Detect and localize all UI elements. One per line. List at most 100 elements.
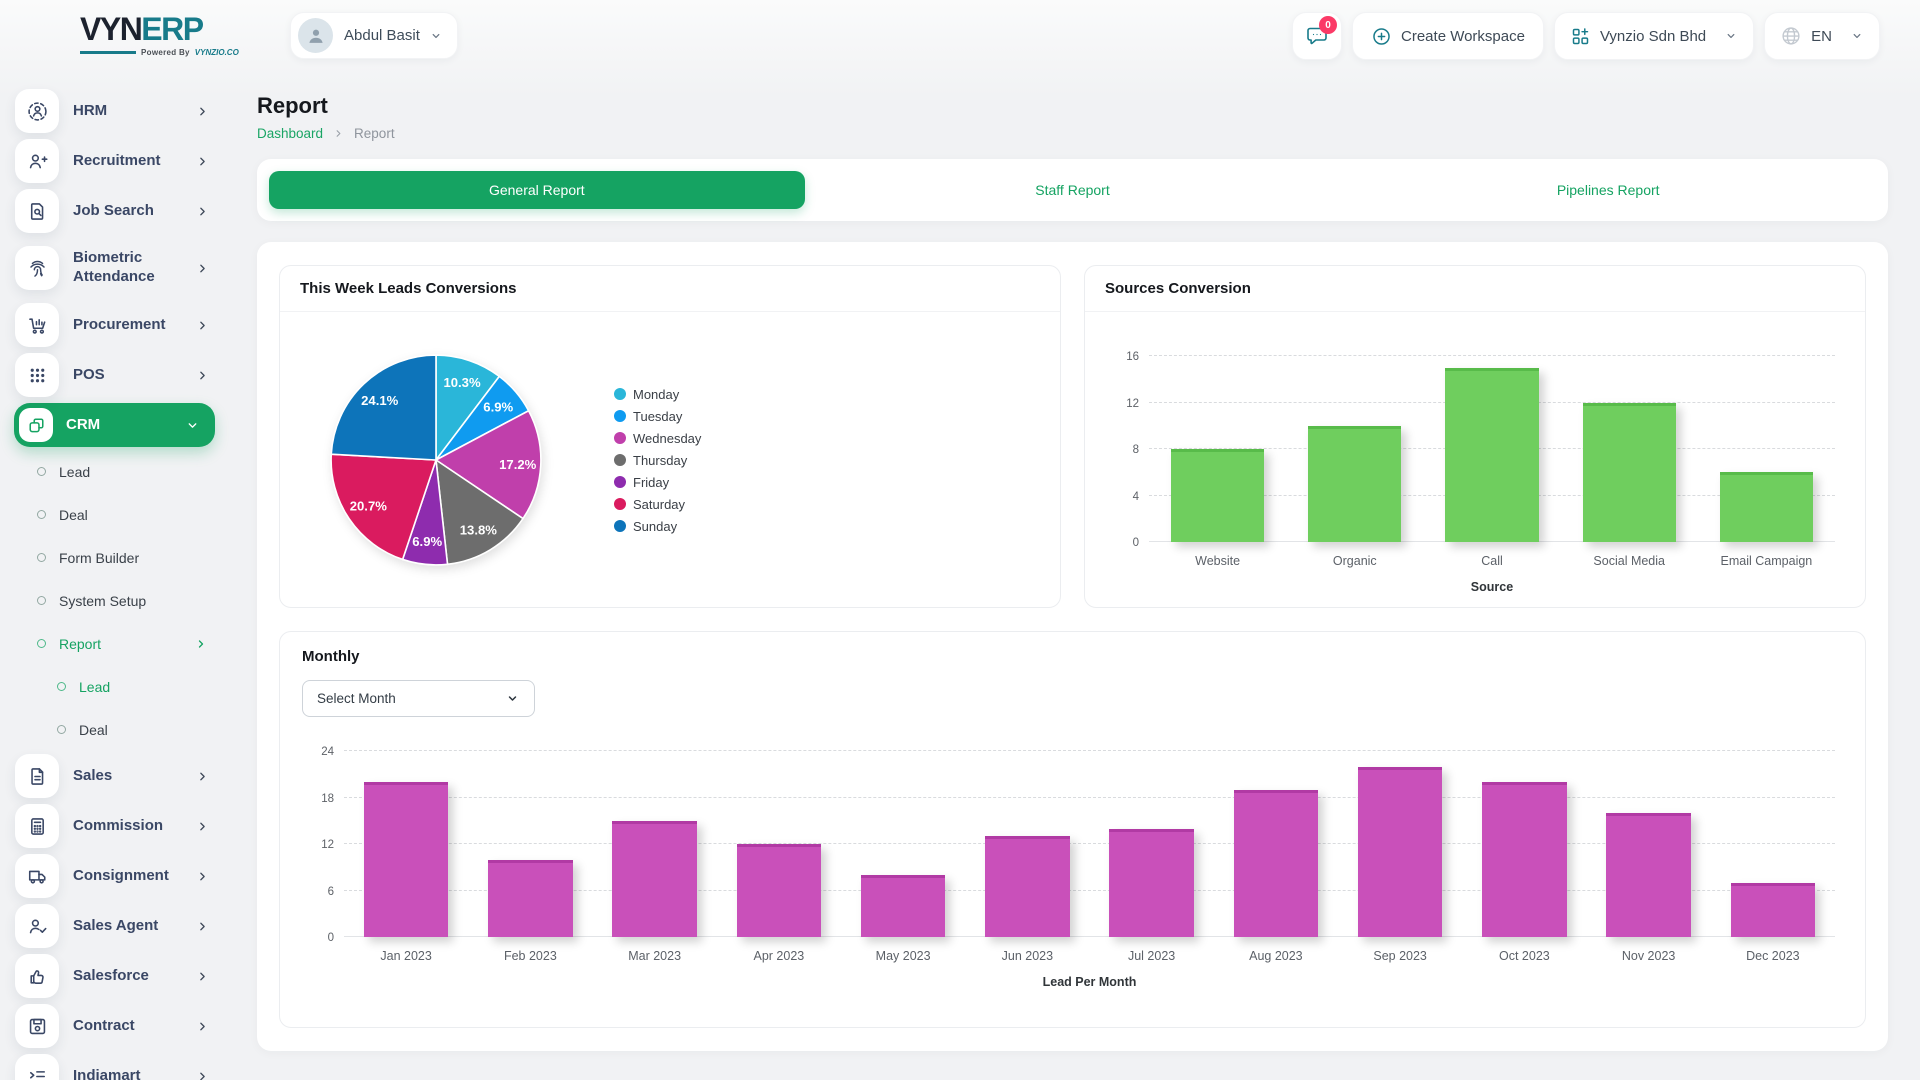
sidebar-item-biometric-attendance[interactable]: Biometric Attendance bbox=[0, 236, 233, 300]
sidebar-item-pos[interactable]: POS bbox=[0, 350, 233, 400]
crm-icon bbox=[19, 408, 53, 442]
sidebar-subitem-report[interactable]: Report bbox=[0, 622, 233, 665]
gridline bbox=[1149, 355, 1835, 356]
company-selector[interactable]: Vynzio Sdn Bhd bbox=[1553, 12, 1755, 60]
sidebar-subitem-report-deal[interactable]: Deal bbox=[0, 708, 233, 751]
sidebar-item-commission[interactable]: Commission bbox=[0, 801, 233, 851]
card-title: Monthly bbox=[302, 648, 360, 665]
calculator-icon bbox=[15, 804, 59, 848]
sidebar-item-hrm[interactable]: HRM bbox=[0, 86, 233, 136]
breadcrumb-dashboard-link[interactable]: Dashboard bbox=[257, 126, 324, 141]
card-title: Sources Conversion bbox=[1105, 280, 1251, 297]
indent-list-icon bbox=[15, 1054, 59, 1080]
x-tick-label: Sep 2023 bbox=[1373, 949, 1427, 963]
header-actions: 0 Create Workspace Vynzio Sdn Bhd EN bbox=[1292, 12, 1880, 60]
sidebar-subitem-system-setup[interactable]: System Setup bbox=[0, 579, 233, 622]
chevron-down-icon bbox=[432, 33, 440, 38]
sidebar-item-contract[interactable]: Contract bbox=[0, 1001, 233, 1051]
bar-Website bbox=[1170, 449, 1265, 542]
pie-value-label: 13.8% bbox=[460, 523, 498, 538]
chat-button[interactable]: 0 bbox=[1292, 12, 1343, 60]
y-tick-label: 24 bbox=[321, 746, 334, 758]
x-tick-label: Social Media bbox=[1593, 554, 1665, 568]
pie-slice-Thursday bbox=[435, 458, 525, 566]
y-tick-label: 0 bbox=[1132, 537, 1139, 549]
cart-icon bbox=[15, 303, 59, 347]
legend-dot-icon bbox=[614, 432, 626, 444]
x-tick-label: Call bbox=[1481, 554, 1503, 568]
x-tick-label: Jun 2023 bbox=[1001, 949, 1054, 963]
breadcrumb: Dashboard Report bbox=[257, 126, 1888, 141]
sidebar-item-salesforce[interactable]: Salesforce bbox=[0, 951, 233, 1001]
leads-conversions-card: This Week Leads Conversions 10.3% 6.9% 17.… bbox=[279, 265, 1061, 608]
app-logo[interactable]: VYNERP Powered By VYNZIO.CO bbox=[80, 13, 239, 57]
user-menu[interactable]: Abdul Basit bbox=[290, 12, 458, 59]
sidebar-subitem-form-builder[interactable]: Form Builder bbox=[0, 536, 233, 579]
chat-badge: 0 bbox=[1319, 16, 1338, 34]
legend-label: Sunday bbox=[633, 518, 678, 534]
avatar bbox=[298, 18, 333, 53]
sidebar-item-consignment[interactable]: Consignment bbox=[0, 851, 233, 901]
bar-Email Campaign bbox=[1719, 472, 1814, 542]
hrm-icon bbox=[15, 89, 59, 133]
sidebar-item-procurement[interactable]: Procurement bbox=[0, 300, 233, 350]
chevron-right-icon bbox=[200, 972, 205, 980]
gridline bbox=[344, 750, 1835, 751]
gridline bbox=[344, 936, 1835, 937]
main-content: Report Dashboard Report General Report S… bbox=[257, 73, 1888, 1051]
language-selector[interactable]: EN bbox=[1764, 12, 1880, 60]
x-tick-label: Dec 2023 bbox=[1746, 949, 1800, 963]
x-tick-label: Jan 2023 bbox=[380, 949, 432, 963]
chevron-right-icon bbox=[200, 872, 205, 880]
create-workspace-button[interactable]: Create Workspace bbox=[1352, 12, 1544, 60]
sources-bar-chart: 0 4 8 12 16 Website Organic Call Social Media Em… bbox=[1085, 320, 1865, 594]
sidebar-item-recruitment[interactable]: Recruitment bbox=[0, 136, 233, 186]
legend-dot-icon bbox=[614, 410, 626, 422]
x-tick-label: Oct 2023 bbox=[1499, 949, 1550, 963]
bar-Jun 2023 bbox=[985, 836, 1070, 937]
circle-bullet-icon bbox=[37, 553, 46, 562]
monthly-card: Monthly Select Month 0 6 12 18 24 Jan 2023 Fe… bbox=[279, 631, 1866, 1028]
tab-staff-report[interactable]: Staff Report bbox=[1035, 182, 1110, 198]
chevron-right-icon bbox=[200, 371, 205, 379]
sidebar-subitem-report-lead[interactable]: Lead bbox=[0, 665, 233, 708]
chevron-down-icon bbox=[508, 696, 517, 701]
tab-pipelines-report[interactable]: Pipelines Report bbox=[1556, 182, 1660, 198]
legend-item-Saturday: Saturday bbox=[614, 497, 701, 512]
breadcrumb-current: Report bbox=[354, 126, 395, 141]
sidebar-subitem-lead[interactable]: Lead bbox=[0, 450, 233, 493]
x-tick-label: Organic bbox=[1332, 554, 1377, 568]
legend-item-Friday: Friday bbox=[614, 475, 701, 490]
truck-icon bbox=[15, 854, 59, 898]
x-tick-label: Nov 2023 bbox=[1621, 949, 1676, 963]
chevron-right-icon bbox=[200, 1022, 205, 1030]
chevron-right-icon bbox=[200, 157, 205, 165]
sidebar-item-sales-agent[interactable]: Sales Agent bbox=[0, 901, 233, 951]
workspace-grid-icon bbox=[1572, 27, 1589, 44]
bar-Oct 2023 bbox=[1482, 782, 1567, 937]
bar-May 2023 bbox=[860, 875, 946, 937]
chevron-right-icon bbox=[200, 264, 205, 272]
legend-item-Monday: Monday bbox=[614, 387, 701, 402]
y-tick-label: 18 bbox=[321, 792, 334, 805]
chevron-right-icon bbox=[200, 207, 205, 215]
x-tick-label: May 2023 bbox=[875, 949, 931, 963]
circle-bullet-icon bbox=[37, 510, 46, 519]
x-tick-label: Apr 2023 bbox=[753, 949, 805, 963]
sidebar-item-indiamart[interactable]: Indiamart bbox=[0, 1051, 233, 1080]
x-tick-label: Website bbox=[1195, 554, 1241, 568]
pie-slice-Sunday bbox=[330, 354, 437, 461]
chevron-right-icon bbox=[198, 639, 204, 648]
sidebar-item-job-search[interactable]: Job Search bbox=[0, 186, 233, 236]
sidebar-item-crm[interactable]: CRM bbox=[14, 403, 215, 447]
sidebar-subitem-deal[interactable]: Deal bbox=[0, 493, 233, 536]
user-name: Abdul Basit bbox=[344, 27, 420, 44]
gridline bbox=[344, 843, 1835, 844]
x-tick-label: Feb 2023 bbox=[503, 949, 557, 963]
sidebar-item-sales[interactable]: Sales bbox=[0, 751, 233, 801]
select-month-dropdown[interactable]: Select Month bbox=[302, 680, 535, 717]
circle-bullet-icon bbox=[37, 467, 46, 476]
pie-slice-Wednesday bbox=[434, 409, 542, 520]
tab-general-report[interactable]: General Report bbox=[269, 171, 805, 209]
select-month-label: Select Month bbox=[317, 691, 396, 706]
